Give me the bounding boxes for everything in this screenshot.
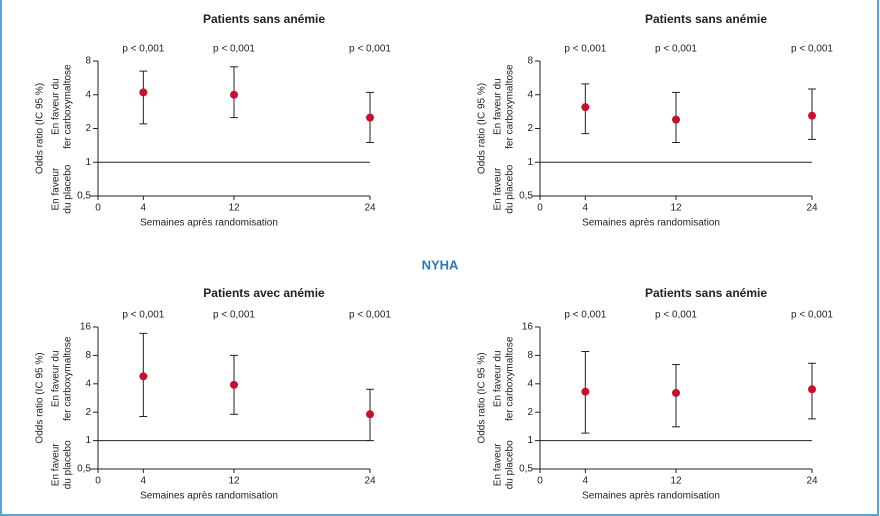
favor-label: En faveur du: [51, 78, 62, 135]
y-axis-label: Odds ratio (IC 95 %): [477, 352, 488, 443]
x-tick-label: 12: [228, 476, 240, 487]
x-tick-label: 24: [364, 476, 376, 487]
y-tick-label: 1: [85, 157, 91, 168]
p-value: p < 0,001: [213, 44, 255, 55]
point: [581, 103, 590, 112]
favor-label: du placebo: [505, 164, 516, 213]
favor-label: fer carboxymaltose: [505, 336, 516, 421]
y-tick-label: 4: [527, 89, 533, 100]
y-tick-label: 0,5: [77, 191, 91, 202]
p-value: p < 0,001: [791, 310, 833, 321]
x-tick-label: 12: [228, 203, 240, 214]
favor-label: En faveur du: [493, 78, 504, 135]
favor-label: du placebo: [505, 440, 516, 489]
y-tick-label: 4: [527, 378, 533, 389]
p-value: p < 0,001: [122, 310, 164, 321]
favor-label: fer carboxymaltose: [505, 64, 516, 149]
favor-label: fer carboxymaltose: [63, 64, 74, 149]
x-tick-label: 0: [537, 476, 543, 487]
point: [230, 90, 238, 99]
y-tick-label: 0,5: [519, 191, 533, 202]
y-axis-label: Odds ratio (IC 95 %): [35, 352, 46, 443]
y-tick-label: 8: [527, 56, 533, 67]
point: [139, 372, 148, 381]
y-axis-label: Odds ratio (IC 95 %): [477, 83, 488, 174]
favor-label: du placebo: [63, 164, 74, 213]
favor-label: En faveur: [493, 443, 504, 486]
y-tick-label: 16: [522, 322, 534, 333]
point: [672, 115, 680, 124]
favor-label: En faveur: [51, 443, 62, 486]
y-tick-label: 2: [85, 123, 91, 134]
y-tick-label: 4: [85, 89, 91, 100]
x-tick-label: 4: [141, 203, 147, 214]
p-value: p < 0,001: [564, 44, 606, 55]
x-axis-label: Semaines après randomisation: [140, 218, 278, 229]
x-axis-label: Semaines après randomisation: [582, 218, 720, 229]
x-axis-label: Semaines après randomisation: [582, 491, 720, 502]
y-tick-label: 1: [85, 435, 91, 446]
x-tick-label: 4: [141, 476, 147, 487]
favor-label: En faveur du: [51, 350, 62, 407]
y-tick-label: 2: [85, 407, 91, 418]
point: [581, 387, 590, 396]
favor-label: fer carboxymaltose: [63, 336, 74, 421]
y-tick-label: 0,5: [77, 464, 91, 475]
p-value: p < 0,001: [349, 44, 391, 55]
p-value: p < 0,001: [791, 44, 833, 55]
y-axis-label: Odds ratio (IC 95 %): [35, 83, 46, 174]
x-tick-label: 12: [670, 476, 682, 487]
x-axis-label: Semaines après randomisation: [140, 491, 278, 502]
point: [808, 385, 816, 394]
point: [366, 410, 374, 419]
x-tick-label: 4: [583, 203, 589, 214]
y-tick-label: 8: [527, 350, 533, 361]
point: [808, 111, 816, 120]
y-tick-label: 4: [85, 378, 91, 389]
chart-title: Patients sans anémie: [645, 12, 767, 26]
x-tick-label: 0: [537, 203, 543, 214]
x-tick-label: 24: [806, 476, 818, 487]
chart-title: Patients sans anémie: [203, 12, 325, 26]
x-tick-label: 0: [95, 476, 101, 487]
y-tick-label: 1: [527, 157, 533, 168]
favor-label: du placebo: [63, 440, 74, 489]
y-tick-label: 8: [85, 350, 91, 361]
section-title: NYHA: [422, 257, 459, 272]
p-value: p < 0,001: [213, 310, 255, 321]
favor-label: En faveur: [493, 167, 504, 210]
p-value: p < 0,001: [655, 44, 697, 55]
x-tick-label: 0: [95, 203, 101, 214]
x-tick-label: 4: [583, 476, 589, 487]
p-value: p < 0,001: [564, 310, 606, 321]
p-value: p < 0,001: [349, 310, 391, 321]
chart-title: Patients avec anémie: [203, 286, 325, 300]
point: [230, 380, 238, 389]
x-tick-label: 24: [364, 203, 376, 214]
x-tick-label: 12: [670, 203, 682, 214]
favor-label: En faveur du: [493, 350, 504, 407]
x-tick-label: 24: [806, 203, 818, 214]
y-tick-label: 2: [527, 407, 533, 418]
point: [366, 113, 374, 122]
y-tick-label: 16: [80, 322, 92, 333]
point: [139, 88, 148, 97]
y-tick-label: 0,5: [519, 464, 533, 475]
p-value: p < 0,001: [122, 44, 164, 55]
p-value: p < 0,001: [655, 310, 697, 321]
y-tick-label: 2: [527, 123, 533, 134]
point: [672, 388, 680, 397]
favor-label: En faveur: [51, 167, 62, 210]
chart-title: Patients sans anémie: [645, 286, 767, 300]
y-tick-label: 1: [527, 435, 533, 446]
y-tick-label: 8: [85, 56, 91, 67]
